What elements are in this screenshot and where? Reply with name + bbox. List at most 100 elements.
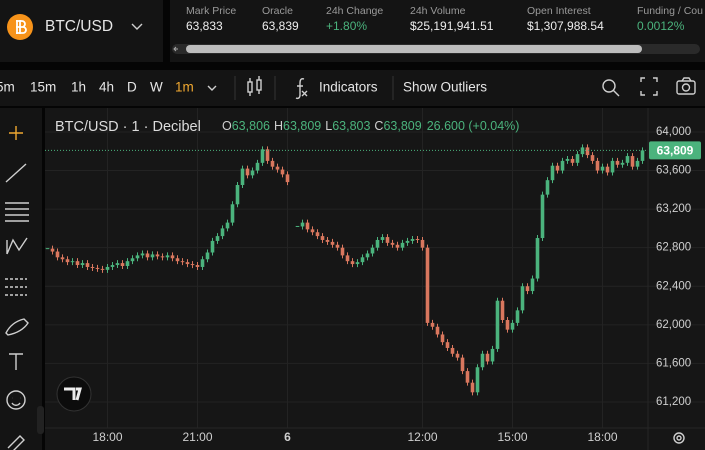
settings-icon[interactable]: [673, 432, 685, 444]
candle: [300, 222, 305, 227]
candle: [505, 319, 510, 330]
chevron[interactable]: [207, 85, 217, 91]
interval[interactable]: D: [127, 80, 137, 95]
scroll-left[interactable]: [173, 46, 178, 52]
candle: [480, 353, 485, 368]
line-tool[interactable]: [5, 163, 27, 183]
candle: [550, 165, 555, 181]
candle: [450, 347, 455, 354]
ohlc-key: L: [325, 119, 332, 133]
candle: [410, 238, 415, 241]
stat-value: +1.80%: [326, 19, 367, 33]
y-tick-label: 61,200: [656, 396, 691, 408]
candle-icon[interactable]: [247, 76, 262, 96]
candle: [345, 255, 350, 262]
candle: [590, 155, 595, 161]
candle: [455, 353, 460, 358]
y-tick-label: 62,000: [656, 319, 691, 331]
candle: [235, 184, 240, 205]
candle: [495, 300, 500, 349]
search-icon[interactable]: [602, 79, 620, 97]
x-tick-label: 15:00: [497, 430, 527, 444]
scroll-thumb[interactable]: [186, 45, 642, 53]
emoji-tool[interactable]: [6, 390, 26, 410]
stat-value: 63,833: [186, 19, 223, 33]
x-tick-label: 21:00: [182, 430, 212, 444]
interval[interactable]: 5m: [0, 80, 15, 95]
candle: [540, 194, 545, 239]
candle: [515, 310, 520, 323]
candle: [630, 156, 635, 167]
candle: [535, 238, 540, 279]
pattern-tool[interactable]: [6, 237, 28, 255]
fib-tool[interactable]: [5, 202, 29, 222]
y-tick-label: 62,800: [656, 242, 691, 254]
crosshair-tool[interactable]: [9, 126, 23, 140]
candle: [85, 263, 90, 267]
toolbar-button[interactable]: Show Outliers: [403, 80, 487, 95]
candle: [45, 248, 50, 250]
y-tick-label: 62,400: [656, 280, 691, 292]
candle: [605, 166, 610, 173]
interval[interactable]: 1h: [71, 80, 86, 95]
candle: [490, 348, 495, 362]
candle: [475, 367, 480, 393]
interval[interactable]: 4h: [99, 80, 114, 95]
candle: [615, 160, 620, 165]
candle: [460, 357, 465, 372]
emoji-face: [11, 397, 21, 406]
stat-label: 24h Change: [326, 5, 383, 17]
candle: [520, 286, 525, 311]
candle: [120, 263, 125, 266]
candle: [170, 255, 175, 259]
chart-title: BTC/USD · 1 · Decibel: [55, 119, 201, 135]
candle: [565, 158, 570, 161]
candle: [360, 257, 365, 263]
candle: [420, 239, 425, 248]
candle: [415, 238, 420, 240]
candle: [545, 180, 550, 195]
y-tick-label: 63,200: [656, 203, 691, 215]
candle: [75, 261, 80, 266]
candle: [625, 156, 630, 163]
text-tool[interactable]: [9, 353, 23, 370]
candle: [100, 268, 105, 270]
camera-icon[interactable]: [676, 77, 696, 95]
candle: [485, 353, 490, 362]
candle: [330, 241, 335, 245]
candle: [340, 247, 345, 256]
candle: [375, 239, 380, 248]
candle: [225, 222, 230, 229]
candle: [260, 149, 265, 163]
fullscreen-icon[interactable]: [640, 77, 658, 96]
candle: [500, 300, 505, 320]
candle: [310, 229, 315, 233]
candle: [65, 259, 70, 263]
fx-icon[interactable]: [295, 78, 308, 100]
stat-label: Open Interest: [527, 5, 591, 17]
ohlc-value: 63,806: [232, 119, 270, 133]
collapse-handle[interactable]: [37, 406, 44, 434]
candle: [90, 266, 95, 268]
candle: [180, 261, 185, 263]
interval[interactable]: 1m: [175, 80, 194, 95]
candle: [600, 166, 605, 171]
ruler-tool[interactable]: [7, 435, 25, 450]
toolbar-button[interactable]: Indicators: [319, 80, 378, 95]
candle: [560, 160, 565, 171]
candle: [250, 170, 255, 176]
interval[interactable]: W: [150, 80, 163, 95]
candle: [130, 258, 135, 262]
candle: [110, 265, 115, 267]
symbol[interactable]: BTC/USD: [45, 18, 113, 35]
candle: [95, 267, 100, 269]
forecast-tool[interactable]: [5, 278, 27, 296]
candle: [365, 253, 370, 258]
candle: [585, 147, 590, 156]
candle: [555, 165, 560, 171]
brush-tool[interactable]: [5, 318, 29, 336]
y-tick-label: 61,600: [656, 357, 691, 369]
candle: [175, 258, 180, 262]
interval[interactable]: 15m: [30, 80, 56, 95]
candle: [320, 236, 325, 240]
